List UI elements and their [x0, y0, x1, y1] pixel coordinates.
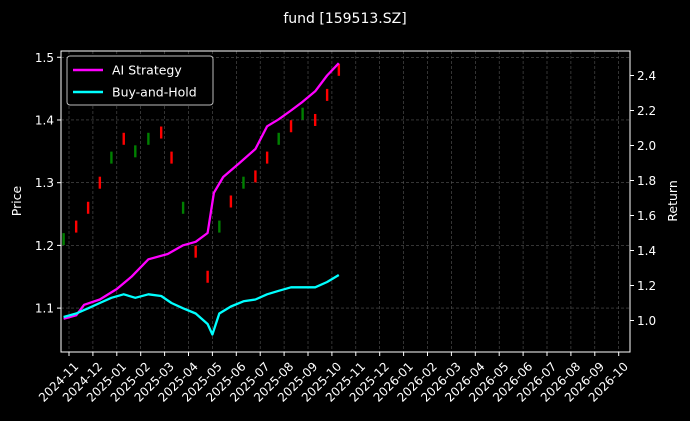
price-candle — [170, 151, 173, 164]
y2-axis-label: Return — [665, 180, 680, 221]
series-line-buy-and-hold — [63, 274, 340, 336]
legend-label-buy-and-hold: Buy-and-Hold — [112, 85, 197, 100]
price-candle — [122, 132, 125, 145]
price-candle — [301, 107, 304, 120]
price-candle — [98, 176, 102, 189]
y2-tick-label: 1.4 — [637, 244, 656, 258]
plot-frame — [60, 50, 631, 353]
y-axis-label: Price — [9, 185, 24, 216]
y2-tick-label: 1.8 — [637, 174, 656, 188]
price-candle — [206, 270, 209, 283]
y-tick-label: 1.5 — [35, 51, 54, 65]
price-candle — [194, 245, 197, 258]
price-candle — [218, 220, 221, 233]
y2-tick-label: 1.0 — [637, 314, 656, 328]
legend: AI Strategy Buy-and-Hold — [66, 55, 214, 106]
y-tick-label: 1.4 — [35, 113, 54, 127]
price-candle — [86, 201, 90, 214]
y-tick-label: 1.1 — [35, 302, 54, 316]
price-candle — [325, 88, 329, 101]
price-candle — [313, 113, 317, 126]
y2-tick-label: 1.6 — [637, 209, 656, 223]
price-candle — [181, 201, 185, 214]
price-candle — [277, 132, 280, 145]
legend-label-ai-strategy: AI Strategy — [112, 63, 182, 78]
price-candle — [242, 176, 245, 189]
price-candle — [265, 151, 269, 164]
series-line-ai-strategy — [63, 62, 340, 320]
price-candles — [62, 63, 341, 283]
price-candle — [159, 126, 163, 139]
price-candle — [110, 151, 113, 164]
return-series — [63, 62, 340, 336]
y2-tick-label: 2.0 — [637, 139, 656, 153]
price-candle — [147, 132, 150, 145]
y2-tick-label: 1.2 — [637, 279, 656, 293]
price-candle — [229, 195, 233, 208]
price-candle — [337, 63, 341, 76]
price-candle — [254, 170, 257, 183]
price-candle — [62, 233, 65, 246]
price-candle — [289, 120, 293, 133]
chart-title: fund [159513.SZ] — [283, 11, 406, 27]
y-tick-label: 1.2 — [35, 239, 54, 253]
y2-tick-label: 2.2 — [637, 104, 656, 118]
y-tick-label: 1.3 — [35, 176, 54, 190]
price-candle — [74, 220, 78, 233]
price-candle — [134, 145, 137, 158]
legend-box — [66, 55, 214, 106]
y2-tick-label: 2.4 — [637, 69, 656, 83]
